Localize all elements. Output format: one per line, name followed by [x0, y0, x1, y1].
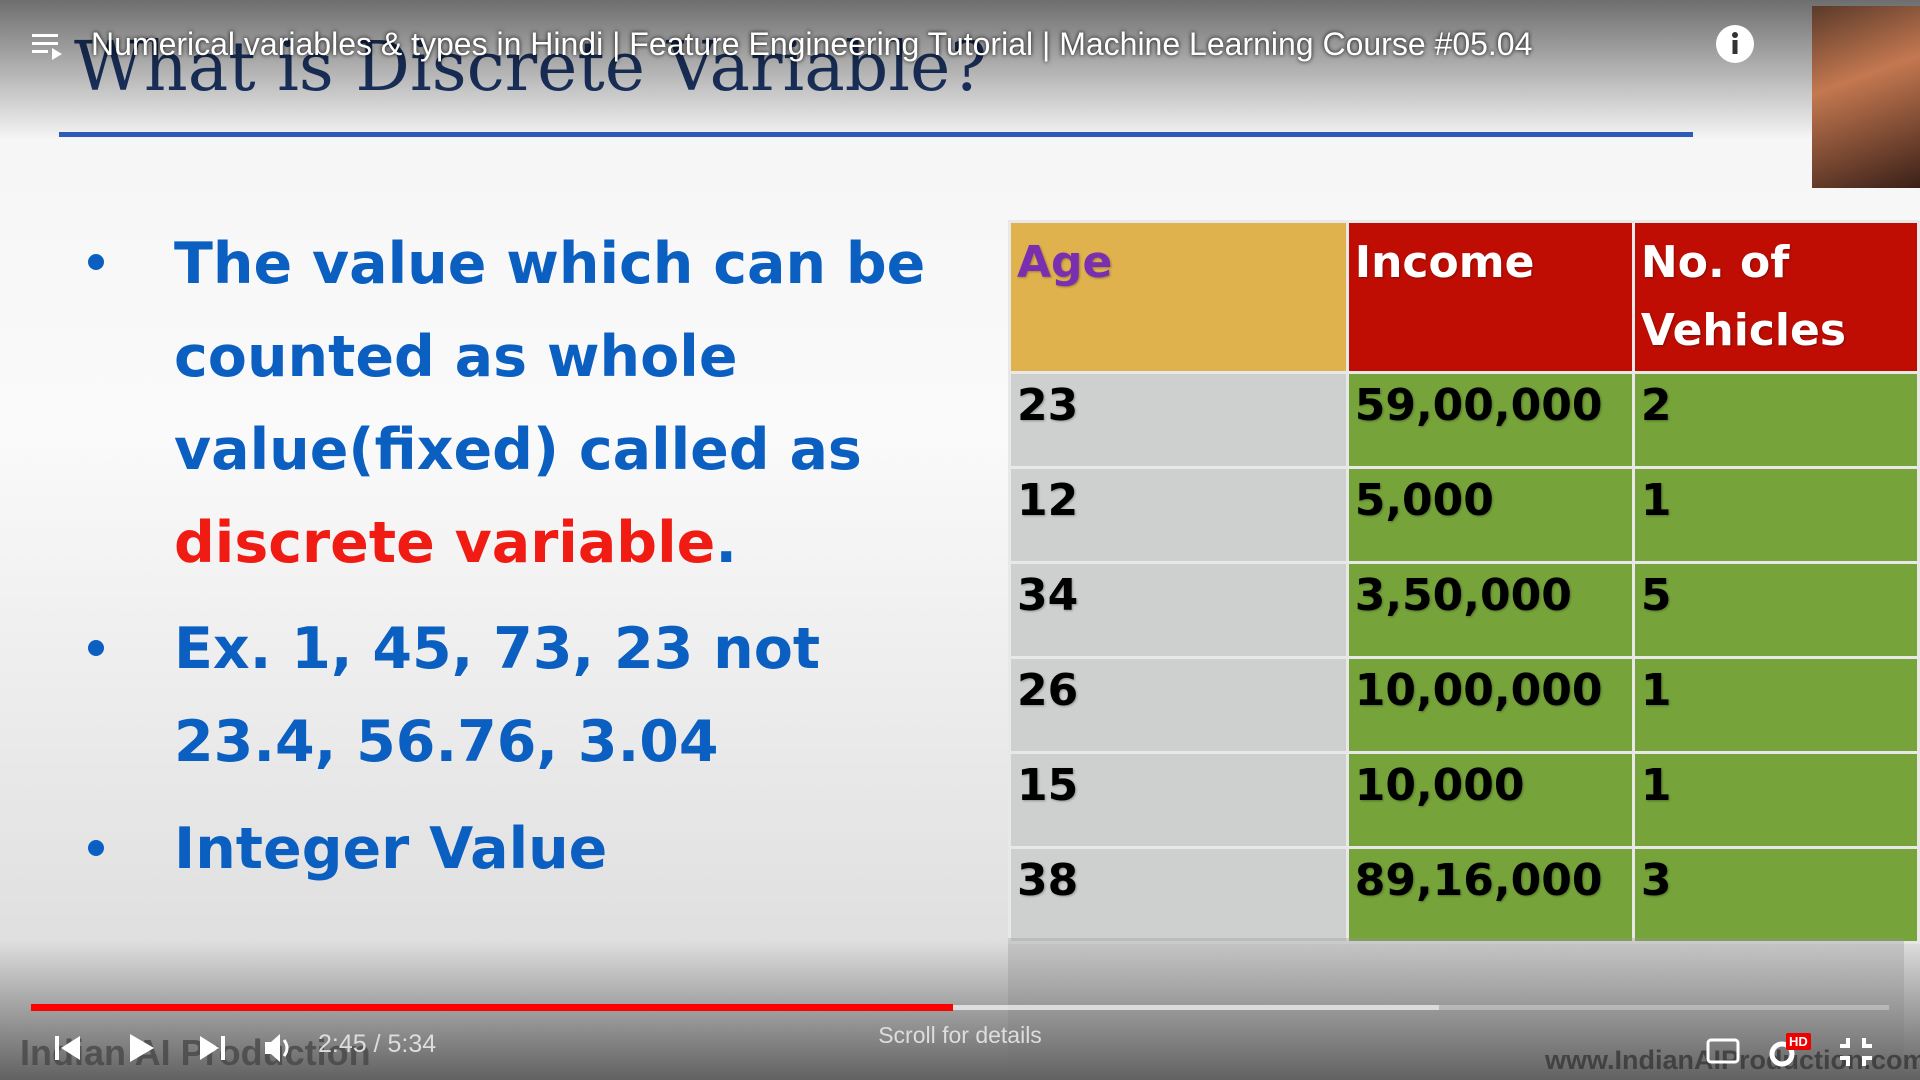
top-shade — [0, 0, 1920, 140]
player-controls — [55, 1034, 289, 1062]
scroll-hint[interactable]: Scroll for details — [878, 1022, 1042, 1048]
table-cell: 1 — [1631, 751, 1920, 849]
bullet-dot — [88, 840, 104, 856]
previous-button[interactable] — [55, 1036, 80, 1060]
table-cell: 5,000 — [1345, 466, 1635, 564]
bullet-text: Ex. 1, 45, 73, 23 not 23.4, 56.76, 3.04 — [174, 603, 944, 789]
next-button[interactable] — [200, 1036, 225, 1060]
bullet-dot — [88, 640, 104, 656]
bullet-part: The value which can be counted as whole … — [174, 231, 926, 483]
table-row: 15 10,000 1 — [1008, 751, 1920, 849]
table-cell: 2 — [1631, 371, 1920, 469]
data-table: Age Income No. of Vehicles 23 59,00,000 2 12 5,… — [1008, 220, 1920, 944]
play-button[interactable] — [130, 1034, 154, 1062]
table-cell: 10,00,000 — [1345, 656, 1635, 754]
video-title[interactable]: Numerical variables & types in Hindi | F… — [91, 26, 1533, 62]
bullet-text: Integer Value — [174, 803, 944, 896]
bullet-part: . — [715, 510, 737, 576]
table-header-row: Age Income No. of Vehicles — [1008, 220, 1920, 374]
watermark-url: www.IndianAIProduction.com — [1545, 1045, 1920, 1075]
table-cell: 34 — [1008, 561, 1349, 659]
table-cell: 38 — [1008, 846, 1349, 944]
info-button[interactable] — [1715, 24, 1755, 64]
table-cell: 15 — [1008, 751, 1349, 849]
webcam-overlay — [1812, 6, 1920, 188]
table-cell: 10,000 — [1345, 751, 1635, 849]
bullet-dot — [88, 254, 104, 270]
table-cell: 26 — [1008, 656, 1349, 754]
captions-button[interactable] — [1706, 1038, 1740, 1064]
progress-played[interactable] — [31, 1004, 953, 1011]
volume-button[interactable] — [265, 1034, 289, 1062]
table-cell: 5 — [1631, 561, 1920, 659]
bullet-part: Ex. 1, 45, 73, 23 not 23.4, 56.76, 3.04 — [174, 616, 821, 775]
table-row: 38 89,16,000 3 — [1008, 846, 1920, 944]
bullet-highlight: discrete variable — [174, 510, 716, 576]
table-row: 34 3,50,000 5 — [1008, 561, 1920, 659]
table-cell: 3,50,000 — [1345, 561, 1635, 659]
player-right-controls — [1706, 1038, 1872, 1067]
table-cell: 23 — [1008, 371, 1349, 469]
hd-badge: HD — [1786, 1033, 1811, 1050]
settings-button[interactable] — [1769, 1041, 1795, 1067]
table-cell: 12 — [1008, 466, 1349, 564]
table-cell: 89,16,000 — [1345, 846, 1635, 944]
table-row: 12 5,000 1 — [1008, 466, 1920, 564]
table-header-cell: Income — [1345, 220, 1635, 374]
table-cell: 1 — [1631, 466, 1920, 564]
table-row: 23 59,00,000 2 — [1008, 371, 1920, 469]
table-header-cell: No. of Vehicles — [1631, 220, 1920, 374]
playlist-icon[interactable] — [32, 32, 68, 62]
table-cell: 59,00,000 — [1345, 371, 1635, 469]
table-cell: 1 — [1631, 656, 1920, 754]
time-display: 2:45 / 5:34 — [318, 1030, 437, 1058]
table-header-cell: Age — [1008, 220, 1349, 374]
table-cell: 3 — [1631, 846, 1920, 944]
bullet-text: The value which can be counted as whole … — [174, 218, 944, 590]
bullet-part: Integer Value — [174, 816, 608, 882]
table-row: 26 10,00,000 1 — [1008, 656, 1920, 754]
fullscreen-exit-button[interactable] — [1840, 1038, 1872, 1066]
